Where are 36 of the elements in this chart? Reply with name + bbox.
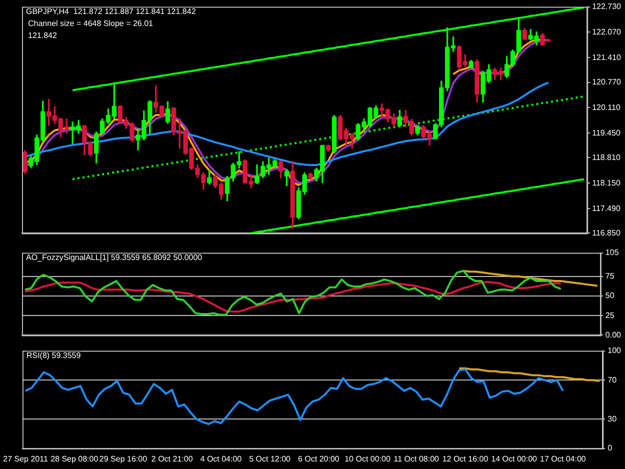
x-tick-label: 28 Sep 08:00: [50, 454, 99, 464]
x-tick-label: 27 Sep 2011: [3, 454, 48, 464]
x-tick-label: 12 Oct 16:00: [442, 454, 489, 464]
y-tick-label: 120.770: [592, 77, 622, 86]
x-tick-label: 5 Oct 12:00: [249, 454, 292, 464]
chart-title: RSI(8) 59.3559: [26, 351, 82, 360]
x-tick-label: 17 Oct 04:00: [540, 454, 586, 464]
chart-title: GBPJPY,H4 121.872 121.887 121.841 121.842: [26, 7, 196, 16]
x-tick-label: 14 Oct 00:00: [491, 454, 538, 464]
y-tick-label: 50: [605, 291, 615, 300]
y-tick-label: 70: [608, 375, 618, 384]
y-tick-label: 100: [608, 346, 622, 356]
x-tick-label: 2 Oct 21:00: [151, 454, 194, 464]
x-tick-label: 6 Oct 20:00: [298, 454, 340, 464]
x-tick-label: 4 Oct 04:00: [200, 454, 242, 464]
y-tick-label: 116.850: [592, 228, 621, 238]
chart-title: AO_FozzySignalALL[1] 59.3559 65.8092 50.0000: [26, 253, 203, 262]
annotation: Channel size = 4648 Slope = 26.01: [28, 19, 154, 28]
x-tick-label: 11 Oct 08:00: [394, 454, 440, 464]
x-tick-label: 29 Sep 16:00: [99, 454, 148, 464]
y-tick-label: 122.070: [592, 27, 622, 36]
y-tick-label: 30: [608, 414, 618, 424]
annotation: 121.842: [28, 31, 58, 40]
y-tick-label: 75: [605, 272, 615, 281]
y-tick-label: 25: [605, 310, 615, 320]
y-tick-label: 119.450: [592, 128, 621, 138]
y-tick-label: 118.150: [592, 178, 621, 188]
y-tick-label: 122.730: [592, 2, 622, 12]
x-tick-label: 10 Oct 00:00: [344, 454, 391, 464]
y-tick-label: 105: [605, 248, 620, 258]
y-tick-label: 117.490: [592, 204, 621, 213]
y-tick-label: 120.110: [592, 102, 621, 112]
y-tick-label: 0.00: [605, 330, 622, 340]
y-tick-label: 118.810: [592, 152, 621, 162]
y-tick-label: 0: [608, 444, 613, 453]
y-tick-label: 121.410: [592, 52, 622, 62]
